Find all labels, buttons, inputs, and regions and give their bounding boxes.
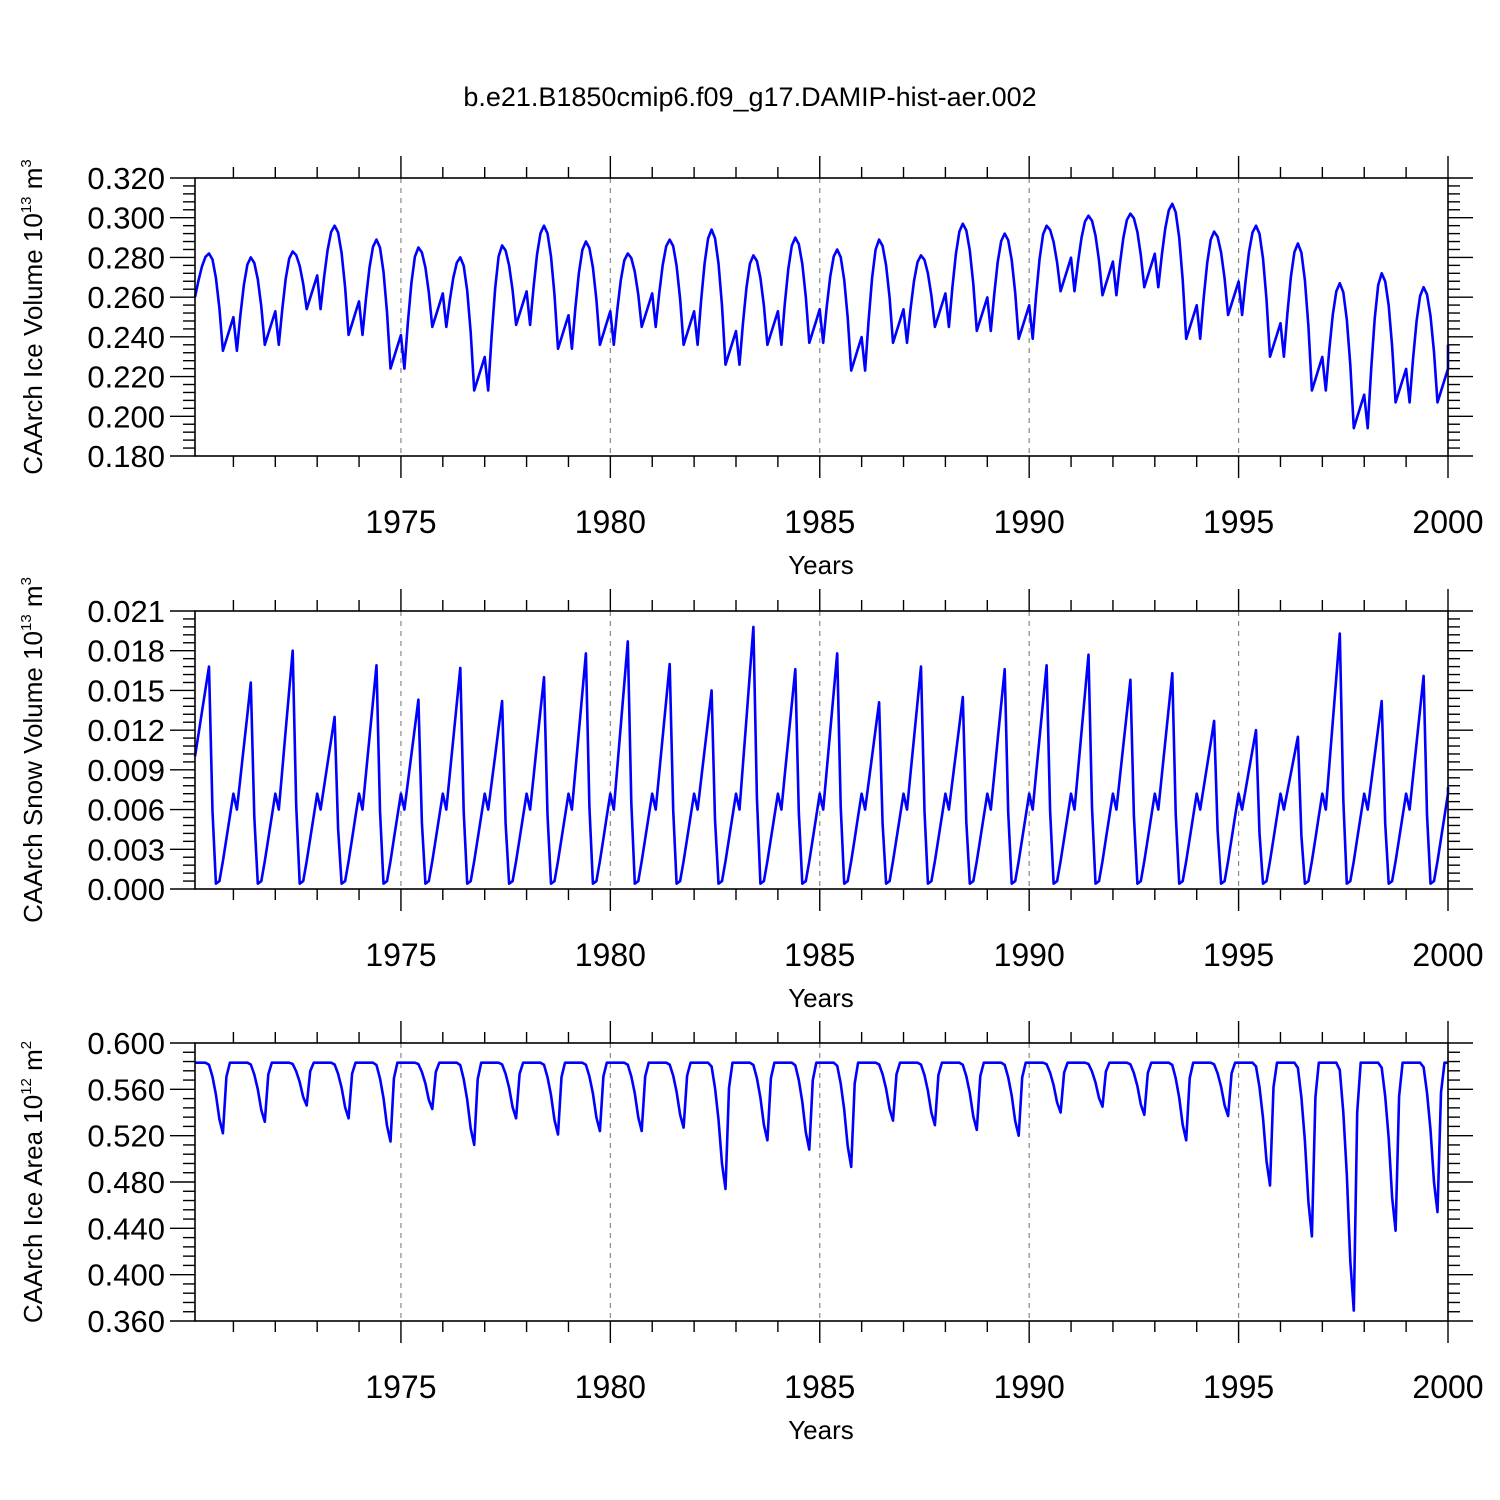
- x-tick-label-1990: 1990: [994, 937, 1065, 973]
- series-line-ice-area: [195, 1061, 1448, 1312]
- y-tick-label: 0.006: [87, 793, 165, 828]
- y-tick-label: 0.220: [87, 360, 165, 395]
- y-axis-label: CAArch Ice Area 1012 m2: [18, 1041, 48, 1323]
- y-tick-label: 0.012: [87, 713, 165, 748]
- y-tick-label: 0.560: [87, 1072, 165, 1107]
- y-tick-label: 0.240: [87, 320, 165, 355]
- y-tick-label: 0.520: [87, 1119, 165, 1154]
- y-tick-label: 0.003: [87, 832, 165, 867]
- x-tick-label-1975: 1975: [365, 1369, 436, 1405]
- plot-frame: [194, 177, 1449, 457]
- x-tick-label-1995: 1995: [1203, 504, 1274, 540]
- plot-frame: [194, 1042, 1449, 1322]
- y-tick-label: 0.021: [87, 594, 165, 629]
- y-tick-label: 0.009: [87, 753, 165, 788]
- panel-ice-volume: 0.180 0.200 0.220 0.240 0.260 0.280 0.300 0.320…: [18, 156, 1484, 580]
- x-tick-label-1975: 1975: [365, 937, 436, 973]
- plot-frame: [194, 610, 1449, 890]
- y-tick-label: 0.200: [87, 399, 165, 434]
- x-tick-label-1990: 1990: [994, 1369, 1065, 1405]
- x-tick-label-2000: 2000: [1412, 937, 1483, 973]
- y-tick-label: 0.400: [87, 1258, 165, 1293]
- x-tick-label-1985: 1985: [784, 1369, 855, 1405]
- x-tick-label-1975: 1975: [365, 504, 436, 540]
- y-axis-label: CAArch Snow Volume 1013 m3: [18, 577, 48, 923]
- y-axis-label: CAArch Ice Volume 1013 m3: [18, 159, 48, 475]
- y-tick-label: 0.260: [87, 280, 165, 315]
- series-line-ice-volume: [193, 202, 1450, 430]
- y-tick-label: 0.000: [87, 872, 165, 907]
- y-tick-label: 0.320: [87, 161, 165, 196]
- figure-title: b.e21.B1850cmip6.f09_g17.DAMIP-hist-aer.…: [463, 82, 1036, 112]
- y-tick-label: 0.600: [87, 1026, 165, 1061]
- x-tick-label-1985: 1985: [784, 937, 855, 973]
- y-tick-label: 0.015: [87, 673, 165, 708]
- x-tick-label-1990: 1990: [994, 504, 1065, 540]
- x-tick-label-1980: 1980: [575, 937, 646, 973]
- y-tick-label: 0.300: [87, 201, 165, 236]
- x-axis-label: Years: [788, 983, 854, 1013]
- y-tick-label: 0.180: [87, 439, 165, 474]
- x-tick-label-1985: 1985: [784, 504, 855, 540]
- x-tick-label-1995: 1995: [1203, 1369, 1274, 1405]
- series-line-snow-volume: [193, 625, 1450, 885]
- x-tick-label-1980: 1980: [575, 1369, 646, 1405]
- x-tick-label-1980: 1980: [575, 504, 646, 540]
- x-axis-label: Years: [788, 1415, 854, 1445]
- x-tick-label-2000: 2000: [1412, 1369, 1483, 1405]
- panel-ice-area: 0.360 0.400 0.440 0.480 0.520 0.560 0.600 1975 1…: [18, 1021, 1484, 1445]
- y-tick-label: 0.360: [87, 1304, 165, 1339]
- x-axis-label: Years: [788, 550, 854, 580]
- y-tick-label: 0.440: [87, 1211, 165, 1246]
- y-tick-label: 0.280: [87, 240, 165, 275]
- x-tick-label-2000: 2000: [1412, 504, 1483, 540]
- y-tick-label: 0.018: [87, 634, 165, 669]
- panel-snow-volume: 0.000 0.003 0.006 0.009 0.012 0.015 0.018 0.021…: [18, 577, 1484, 1013]
- y-tick-label: 0.480: [87, 1165, 165, 1200]
- x-tick-label-1995: 1995: [1203, 937, 1274, 973]
